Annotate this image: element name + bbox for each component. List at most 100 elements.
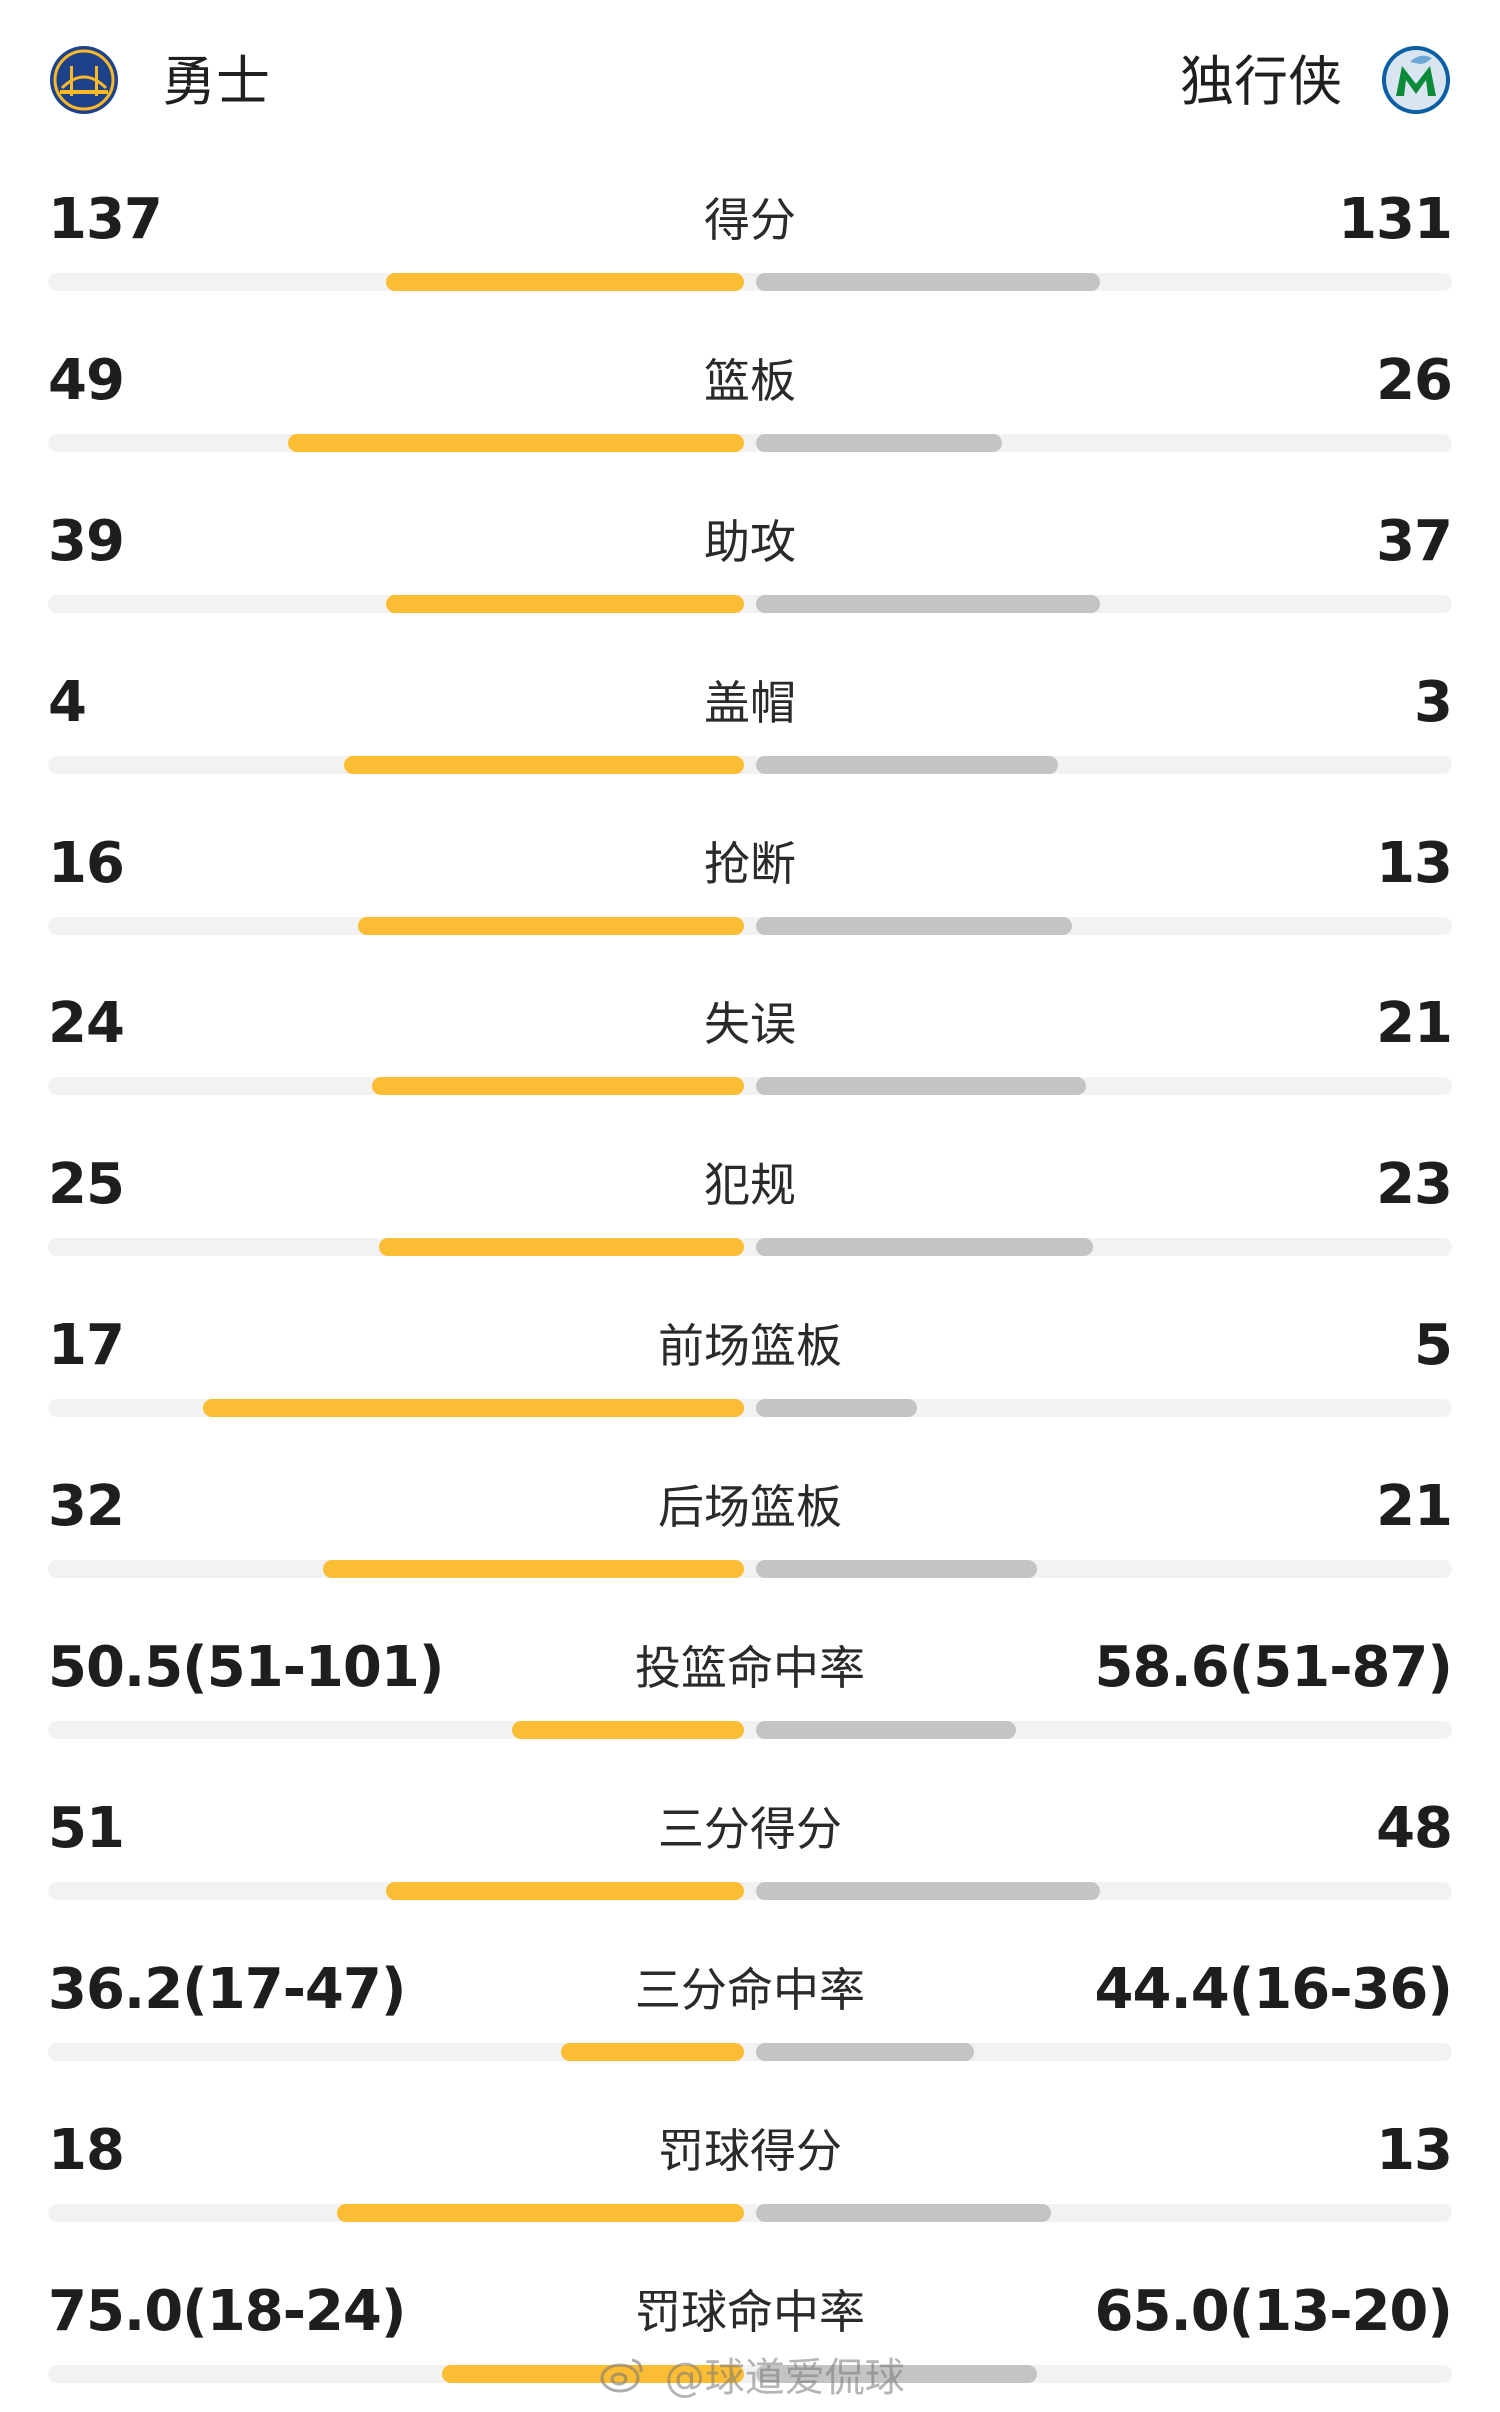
stat-right-value: 5 <box>1414 1313 1453 1379</box>
watermark-text: @球道爱侃球 <box>664 2355 905 2401</box>
stat-right-value: 13 <box>1376 2117 1453 2183</box>
stat-row: 24 失误 21 <box>0 964 1500 1125</box>
stat-bar-left <box>288 433 744 452</box>
stat-right-value: 21 <box>1376 991 1453 1057</box>
stats-list: 137 得分 131 49 篮板 26 39 助攻 37 4 盖帽 3 16 抢断 13 24 失误 21 25 犯规… <box>0 160 1500 2412</box>
stat-label: 篮板 <box>704 353 796 408</box>
stat-bar-track <box>48 1238 1452 1257</box>
stat-left-value: 49 <box>48 347 125 413</box>
stat-bar-track <box>48 1721 1452 1740</box>
stat-label: 罚球命中率 <box>635 2284 865 2339</box>
team-right-name: 独行侠 <box>1180 50 1342 113</box>
stat-row: 39 助攻 37 <box>0 482 1500 643</box>
stat-bar-left <box>386 1881 744 1900</box>
stat-label: 抢断 <box>704 836 796 891</box>
stat-bar-left <box>386 273 744 291</box>
stat-bar-track <box>48 1560 1452 1579</box>
stat-bar-track <box>48 2364 1452 2383</box>
stat-bar-left <box>203 1399 744 1418</box>
stat-row: 4 盖帽 3 <box>0 643 1500 804</box>
stat-bar-left <box>358 916 744 935</box>
stat-right-value: 13 <box>1376 830 1453 896</box>
stat-label: 犯规 <box>704 1158 796 1213</box>
stat-label: 失误 <box>704 997 796 1052</box>
stat-bar-right <box>756 2042 974 2061</box>
team-left-name: 勇士 <box>162 50 270 113</box>
stat-row: 17 前场篮板 5 <box>0 1286 1500 1447</box>
stat-bar-left <box>323 1560 744 1579</box>
stat-bar-right <box>756 755 1058 774</box>
stat-bar-left <box>561 2042 744 2061</box>
stat-bar-track <box>48 2203 1452 2222</box>
stat-bar-right <box>756 1721 1016 1740</box>
stat-bar-track <box>48 594 1452 613</box>
stat-row: 32 后场篮板 21 <box>0 1447 1500 1608</box>
stat-right-value: 44.4(16-36) <box>1094 1956 1453 2022</box>
stat-right-value: 23 <box>1376 1152 1453 1218</box>
stat-bar-right <box>756 1077 1086 1096</box>
stat-bar-left <box>337 2203 744 2222</box>
stat-left-value: 16 <box>48 830 125 896</box>
stat-left-value: 17 <box>48 1313 125 1379</box>
stat-bar-right <box>756 1399 917 1418</box>
stat-left-value: 137 <box>48 187 163 252</box>
stat-left-value: 36.2(17-47) <box>48 1956 406 2022</box>
stat-right-value: 37 <box>1376 508 1453 574</box>
stat-bar-track <box>48 916 1452 935</box>
stat-left-value: 32 <box>48 1474 125 1540</box>
stat-bar-right <box>756 2364 1037 2383</box>
stat-left-value: 18 <box>48 2117 125 2183</box>
stat-label: 三分得分 <box>658 1801 842 1856</box>
stat-row: 16 抢断 13 <box>0 804 1500 965</box>
warriors-logo-icon[interactable] <box>48 44 120 116</box>
stat-bar-left <box>379 1238 744 1257</box>
stat-row: 25 犯规 23 <box>0 1125 1500 1286</box>
stat-bar-right <box>756 594 1100 613</box>
stat-right-value: 48 <box>1376 1795 1453 1861</box>
stat-bar-right <box>756 1238 1093 1257</box>
stat-bar-right <box>756 2203 1051 2222</box>
stat-bar-right <box>756 433 1002 452</box>
stat-row: 75.0(18-24) 罚球命中率 65.0(13-20) <box>0 2252 1500 2412</box>
stat-bar-track <box>48 1881 1452 1900</box>
stat-right-value: 26 <box>1376 347 1453 413</box>
stat-bar-left <box>344 755 744 774</box>
stat-bar-right <box>756 1881 1100 1900</box>
stat-right-value: 21 <box>1376 1474 1453 1540</box>
stat-label: 盖帽 <box>704 675 796 730</box>
stat-left-value: 39 <box>48 508 125 574</box>
stat-right-value: 3 <box>1414 669 1453 735</box>
stat-label: 后场篮板 <box>658 1480 842 1535</box>
stat-bar-track <box>48 1077 1452 1096</box>
stat-label: 前场篮板 <box>658 1319 842 1374</box>
stat-label: 助攻 <box>704 514 796 569</box>
stat-left-value: 50.5(51-101) <box>48 1635 444 1701</box>
stat-bar-track <box>48 433 1452 452</box>
stat-label: 罚球得分 <box>658 2123 842 2178</box>
stat-row: 49 篮板 26 <box>0 321 1500 482</box>
stat-label: 投篮命中率 <box>635 1641 865 1696</box>
stat-left-value: 4 <box>48 669 87 735</box>
stat-right-value: 58.6(51-87) <box>1094 1635 1453 1701</box>
stat-bar-right <box>756 916 1072 935</box>
mavericks-logo-icon[interactable] <box>1380 44 1452 116</box>
stat-right-value: 131 <box>1338 187 1453 252</box>
stat-left-value: 24 <box>48 991 125 1057</box>
stat-bar-track <box>48 755 1452 774</box>
weibo-icon <box>600 2358 643 2393</box>
stat-label: 三分命中率 <box>635 1962 865 2017</box>
stat-bar-left <box>372 1077 744 1096</box>
stat-row: 50.5(51-101) 投篮命中率 58.6(51-87) <box>0 1608 1500 1769</box>
stat-bar-left <box>442 2364 744 2383</box>
stat-bar-left <box>386 594 744 613</box>
team-header: 勇士 独行侠 <box>0 0 1500 160</box>
stat-row: 51 三分得分 48 <box>0 1769 1500 1930</box>
stat-bar-left <box>512 1721 744 1740</box>
stat-left-value: 25 <box>48 1152 125 1218</box>
stat-row: 137 得分 131 <box>0 160 1500 321</box>
stat-bar-right <box>756 273 1100 291</box>
stat-left-value: 51 <box>48 1795 125 1861</box>
stat-bar-track <box>48 2042 1452 2061</box>
stat-bar-right <box>756 1560 1037 1579</box>
watermark: @球道爱侃球 <box>600 2345 905 2401</box>
